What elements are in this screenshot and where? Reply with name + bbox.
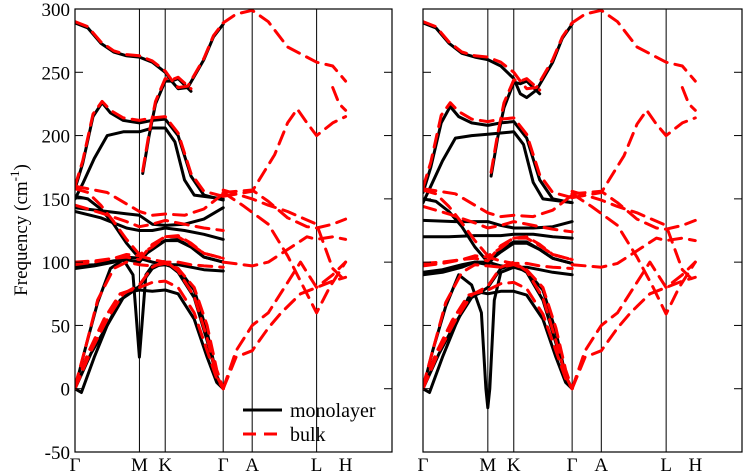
monolayer-curve-1: [423, 289, 574, 394]
bulk-curve-14: [570, 189, 697, 231]
bulk-curve-6: [423, 187, 574, 219]
xtick-label: Γ: [418, 455, 429, 474]
bulk-curve-18: [221, 9, 348, 83]
bulk-curve-10: [489, 77, 542, 174]
bulk-curve-5: [75, 187, 225, 260]
ylabel-close: ): [11, 164, 32, 170]
bulk-curve-11: [570, 275, 697, 391]
xtick-label: Γ: [218, 455, 229, 474]
xtick-label: Γ: [567, 455, 578, 474]
bulk-curve-9: [75, 20, 225, 89]
monolayer-curve-7: [423, 232, 574, 240]
legend-label-bulk: bulk: [290, 424, 326, 446]
xtick-label: L: [660, 455, 672, 474]
xtick-label: A: [594, 455, 608, 474]
ylabel-text: Frequency (cm-1): [7, 164, 32, 296]
ytick-label: 300: [42, 0, 71, 21]
bulk-curve-16: [221, 191, 348, 315]
plot-frame-right: [422, 8, 743, 453]
monolayer-curve-0: [75, 260, 225, 391]
curves-right: [423, 9, 697, 410]
bulk-curve-11: [221, 275, 348, 391]
monolayer-curve-5: [423, 197, 574, 265]
bulk-curve-6: [75, 184, 225, 217]
bulk-curve-17: [570, 108, 697, 200]
monolayer-curve-9: [75, 126, 225, 201]
bulk-curve-10: [141, 75, 193, 173]
xtick-label: H: [688, 455, 702, 474]
bulk-curve-16: [570, 192, 697, 316]
monolayer-curve-7: [75, 210, 225, 241]
monolayer-curve-10: [423, 21, 574, 100]
ytick-label: 150: [42, 190, 71, 211]
bulk-curve-17: [221, 107, 348, 198]
bulk-curve-12: [570, 260, 697, 391]
monolayer-curve-6: [423, 218, 574, 230]
bulk-curve-5: [423, 188, 574, 262]
bulk-curve-1: [423, 263, 574, 391]
bulk-curve-15: [221, 188, 348, 283]
xtick-label: Γ: [70, 455, 81, 474]
bulk-curve-7: [423, 205, 574, 234]
monolayer-curve-10: [75, 21, 225, 91]
monolayer-curve-9: [423, 130, 574, 205]
xtick-label: H: [339, 455, 353, 474]
xtick-label: M: [479, 455, 496, 474]
bulk-curve-15: [570, 189, 697, 284]
bulk-curve-13: [570, 236, 697, 269]
bulk-curve-2: [423, 280, 574, 391]
xtick-label: L: [311, 455, 323, 474]
bulk-curve-13: [221, 235, 348, 268]
bulk-curve-8: [75, 99, 225, 198]
xtick-label: K: [158, 455, 172, 474]
y-axis-label: Frequency (cm-1): [7, 164, 32, 296]
xtick-label: A: [245, 455, 259, 474]
bulk-curve-14: [221, 188, 348, 230]
bulk-curve-1: [75, 260, 225, 391]
xtick-label: M: [131, 455, 148, 474]
ytick-label: 250: [42, 63, 71, 84]
legend-label-monolayer: monolayer: [290, 400, 376, 422]
bulk-curve-18: [570, 9, 697, 83]
ylabel-main: Frequency (cm: [11, 181, 32, 296]
ytick-label: 0: [61, 380, 71, 401]
ylabel-superscript: -1: [7, 171, 22, 182]
bulk-curve-19: [680, 86, 697, 112]
plot-frame-left: [74, 8, 393, 453]
bulk-curve-8: [423, 101, 574, 200]
bulk-curve-9: [423, 20, 574, 91]
monolayer-curve-6: [75, 206, 225, 227]
ytick-label: 100: [42, 253, 71, 274]
monolayer-curve-8: [423, 105, 574, 205]
ytick-label: 50: [51, 316, 70, 337]
bulk-curve-19: [331, 86, 348, 112]
ytick-label: -50: [45, 443, 70, 464]
xtick-label: K: [507, 455, 521, 474]
bulk-curve-7: [75, 203, 225, 232]
curves-left: [75, 9, 348, 394]
bulk-curve-2: [75, 279, 225, 391]
ytick-label: 200: [42, 127, 71, 148]
bulk-curve-12: [221, 260, 348, 391]
